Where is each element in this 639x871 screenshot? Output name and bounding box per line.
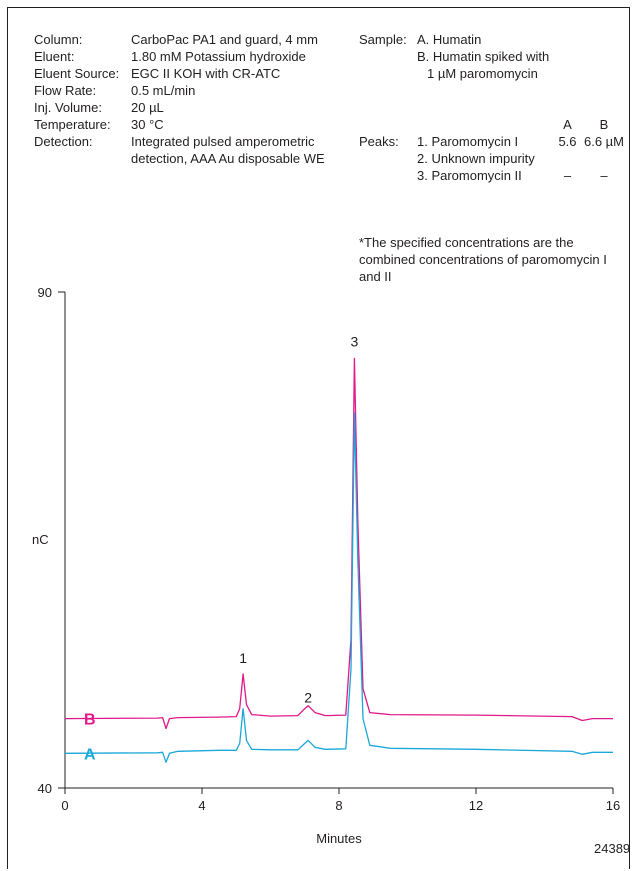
sample-b: B. Humatin spiked with <box>417 49 550 64</box>
peak-row: Peaks: 1. Paromomycin I 5.6 6.6 µM <box>359 133 624 150</box>
peak-name: 3. Paromomycin II <box>417 168 522 183</box>
condition-value: CarboPac PA1 and guard, 4 mm <box>131 32 318 47</box>
sample-row: Sample: A. Humatin <box>359 31 549 48</box>
y-tick-label: 40 <box>38 781 52 796</box>
x-tick-label: 8 <box>335 798 342 813</box>
condition-key: Temperature: <box>34 117 111 132</box>
condition-row: Inj. Volume: 20 µL <box>34 99 346 116</box>
figure-frame <box>7 7 630 869</box>
condition-value: 0.5 mL/min <box>131 83 196 98</box>
condition-key: Detection: <box>34 134 93 149</box>
condition-value: 30 °C <box>131 117 164 132</box>
figure-id: 24389 <box>594 841 630 856</box>
footnote: *The specified concentrations are the co… <box>359 235 607 284</box>
sample-b-detail: 1 µM paromomycin <box>427 66 538 81</box>
peak-name: 2. Unknown impurity <box>417 151 535 166</box>
condition-row: Temperature: 30 °C <box>34 116 346 133</box>
peak-label: 2 <box>304 690 312 706</box>
sample-row: 1 µM paromomycin <box>359 65 549 82</box>
peak-label: 1 <box>239 650 247 666</box>
series-trace-a <box>64 412 613 763</box>
series-trace-b <box>64 357 613 730</box>
y-tick-label: 90 <box>38 285 52 300</box>
series-label-a: A <box>84 746 96 763</box>
peak-label: 3 <box>351 334 359 350</box>
peak-b-value: 6.6 µM <box>584 134 625 149</box>
conditions-block: Column: CarboPac PA1 and guard, 4 mm Elue… <box>34 31 346 167</box>
x-tick-label: 4 <box>198 798 205 813</box>
peaks-col-b: B <box>599 117 609 132</box>
sample-label: Sample: <box>359 32 407 47</box>
peak-row: 2. Unknown impurity <box>359 150 624 167</box>
condition-row: Detection: Integrated pulsed amperometric… <box>34 133 346 167</box>
series-label-b: B <box>84 712 96 729</box>
sample-row: B. Humatin spiked with <box>359 48 549 65</box>
peak-a-value: – <box>563 168 572 183</box>
condition-key: Eluent: <box>34 49 75 64</box>
peaks-col-a: A <box>563 117 572 132</box>
x-tick-label: 12 <box>469 798 483 813</box>
peak-row: 3. Paromomycin II – – <box>359 167 624 184</box>
condition-row: Flow Rate: 0.5 mL/min <box>34 82 346 99</box>
peaks-label: Peaks: <box>359 134 399 149</box>
x-axis-label: Minutes <box>316 831 362 846</box>
condition-row: Eluent: 1.80 mM Potassium hydroxide <box>34 48 346 65</box>
condition-key: Eluent Source: <box>34 66 120 81</box>
condition-row: Column: CarboPac PA1 and guard, 4 mm <box>34 31 346 48</box>
condition-value: Integrated pulsed amperometric detection… <box>131 134 325 166</box>
peak-b-value: – <box>600 168 608 183</box>
condition-value: EGC II KOH with CR-ATC <box>131 66 281 81</box>
peak-a-value: 5.6 <box>558 134 577 149</box>
condition-key: Flow Rate: <box>34 83 97 98</box>
sample-block: Sample: A. Humatin B. Humatin spiked with… <box>359 31 549 82</box>
condition-row: Eluent Source: EGC II KOH with CR-ATC <box>34 65 346 82</box>
peak-name: 1. Paromomycin I <box>417 134 519 149</box>
x-tick-label: 16 <box>606 798 620 813</box>
x-tick-label: 0 <box>61 798 68 813</box>
condition-key: Inj. Volume: <box>34 100 102 115</box>
sample-a: A. Humatin <box>417 32 482 47</box>
condition-value: 20 µL <box>131 100 164 115</box>
condition-key: Column: <box>34 32 83 47</box>
y-axis-label: nC <box>32 532 49 547</box>
condition-value: 1.80 mM Potassium hydroxide <box>131 49 306 64</box>
